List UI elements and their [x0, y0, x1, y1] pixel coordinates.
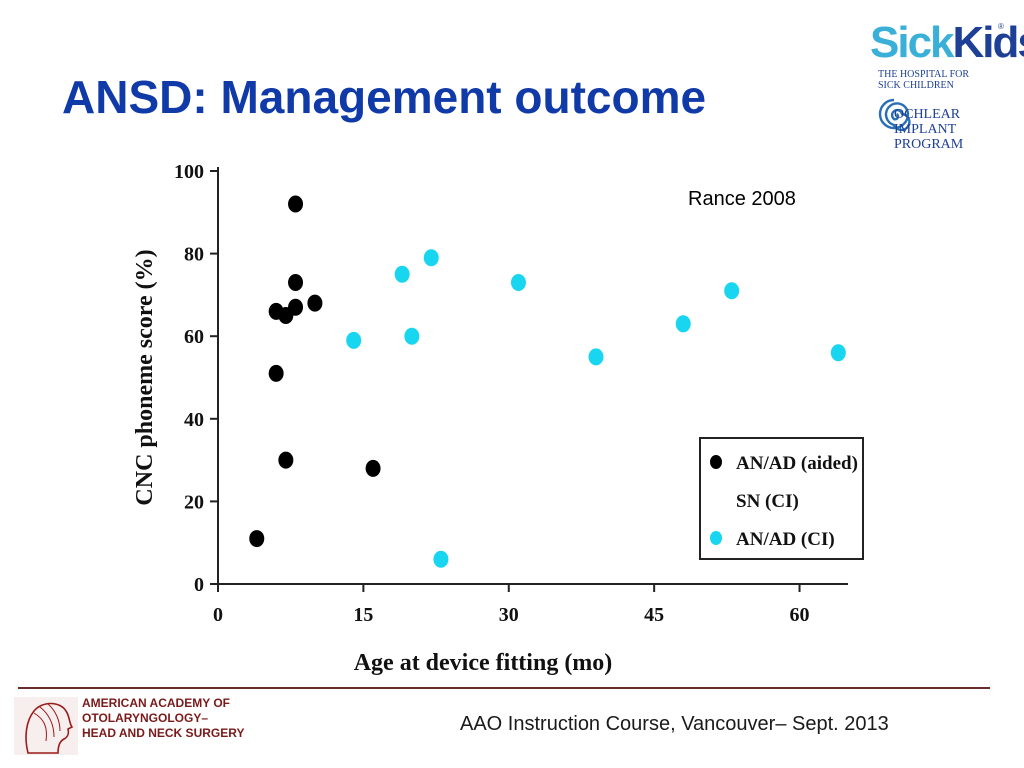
aao-line-2: OTOLARYNGOLOGY–: [82, 711, 209, 725]
legend-label: AN/AD (aided): [736, 453, 858, 474]
aao-line-1: AMERICAN ACADEMY OF: [82, 696, 231, 710]
data-point: [365, 459, 381, 477]
aao-line-3: HEAD AND NECK SURGERY: [82, 726, 245, 740]
x-tick-label: 15: [353, 604, 373, 626]
data-point: [288, 274, 304, 292]
x-tick-label: 0: [213, 604, 223, 626]
legend-marker: [710, 455, 722, 469]
data-point: [724, 282, 740, 300]
program-line-2: IMPLANT: [894, 122, 957, 137]
data-point: [278, 451, 294, 469]
scatter-chart: 0 20 40 60 80 100 0 15 30 45 60 Age at device fitti…: [132, 161, 864, 676]
y-tick-label: 0: [194, 574, 204, 596]
data-point: [346, 331, 362, 349]
x-tick-label: 45: [644, 604, 664, 626]
slide-title: ANSD: Management outcome: [62, 71, 707, 123]
hospital-name: THE HOSPITAL FOR SICK CHILDREN: [878, 69, 969, 91]
data-point: [288, 195, 304, 213]
sickkids-wordmark: SickKids: [870, 18, 1024, 68]
sickkids-logo: SickKids ® THE HOSPITAL FOR SICK CHILDRE…: [866, 18, 1024, 160]
cochlea-swirl-icon: [878, 98, 911, 132]
legend-label: AN/AD (CI): [736, 529, 835, 550]
legend-box: [699, 437, 864, 560]
legend-marker: [710, 493, 722, 507]
data-point: [588, 348, 604, 366]
x-axis-label: Age at device fitting (mo): [354, 650, 613, 676]
x-tick-label: 60: [790, 604, 810, 626]
head-profile-icon: [14, 697, 78, 755]
footer-divider: [18, 687, 990, 689]
aao-hns-name: AMERICAN ACADEMY OF OTOLARYNGOLOGY– HEAD…: [82, 696, 244, 741]
cochlear-implant-program-label: OCHLEAR IMPLANT PROGRAM: [894, 107, 963, 152]
data-point: [510, 274, 526, 292]
y-axis-label: CNC phoneme score (%): [132, 249, 158, 505]
data-point: [433, 550, 449, 568]
x-tick-label: 30: [499, 604, 519, 626]
data-point: [307, 294, 323, 312]
y-tick-label: 60: [184, 326, 204, 348]
data-point: [423, 249, 439, 267]
data-point: [675, 315, 691, 333]
data-point: [278, 307, 294, 325]
data-point: [404, 327, 420, 345]
y-tick-label: 40: [184, 409, 204, 431]
legend-label: SN (CI): [736, 491, 799, 512]
registered-mark: ®: [998, 22, 1004, 31]
sickkids-word-kids: Kids: [952, 18, 1024, 67]
y-tick-label: 20: [184, 491, 204, 513]
data-point: [249, 530, 265, 548]
citation-label: Rance 2008: [688, 188, 796, 210]
hospital-line-2: SICK CHILDREN: [878, 80, 954, 91]
footer-course-label: AAO Instruction Course, Vancouver– Sept.…: [460, 713, 889, 735]
hospital-line-1: THE HOSPITAL FOR: [878, 69, 970, 80]
data-point: [830, 344, 846, 362]
aao-hns-logo: AMERICAN ACADEMY OF OTOLARYNGOLOGY– HEAD…: [14, 695, 264, 755]
program-line-1: OCHLEAR: [894, 107, 961, 122]
data-point: [394, 265, 410, 283]
sickkids-word-sick: Sick: [870, 18, 955, 67]
y-tick-label: 100: [174, 161, 204, 183]
legend-marker: [710, 531, 722, 545]
y-tick-label: 80: [184, 244, 204, 266]
program-line-3: PROGRAM: [894, 137, 964, 152]
data-point: [268, 364, 284, 382]
